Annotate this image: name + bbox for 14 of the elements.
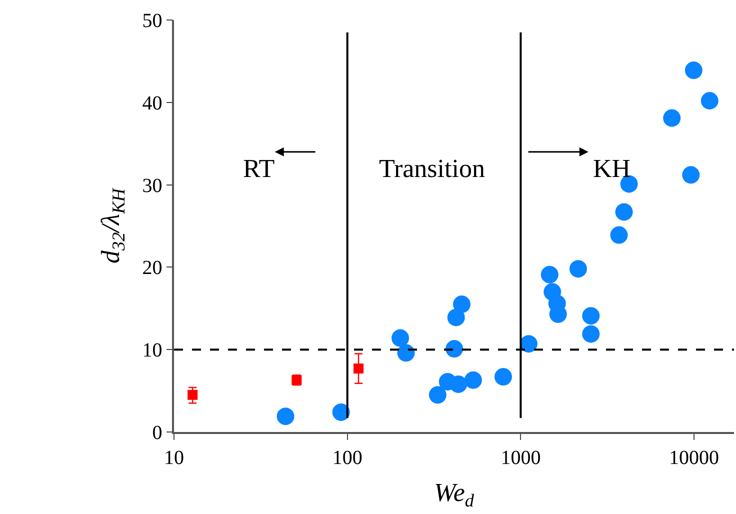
y-tick-label: 0: [152, 422, 162, 444]
y-tick-label: 30: [142, 174, 162, 197]
y-tick-label: 50: [142, 10, 162, 32]
annotation: KH: [593, 154, 631, 183]
annotation: RT: [243, 154, 275, 183]
y-tick-label: 40: [142, 92, 162, 114]
y-tick-label: 20: [142, 257, 162, 280]
x-tick-label: 10000: [669, 446, 720, 469]
x-tick-label: 10: [164, 446, 184, 469]
y-tick-label: 10: [142, 340, 162, 362]
x-tick-label: 1000: [500, 446, 541, 469]
x-tick-label: 100: [332, 446, 362, 469]
annotation: Transition: [379, 154, 485, 183]
x-axis-title: We$_{d}$: [434, 478, 475, 510]
